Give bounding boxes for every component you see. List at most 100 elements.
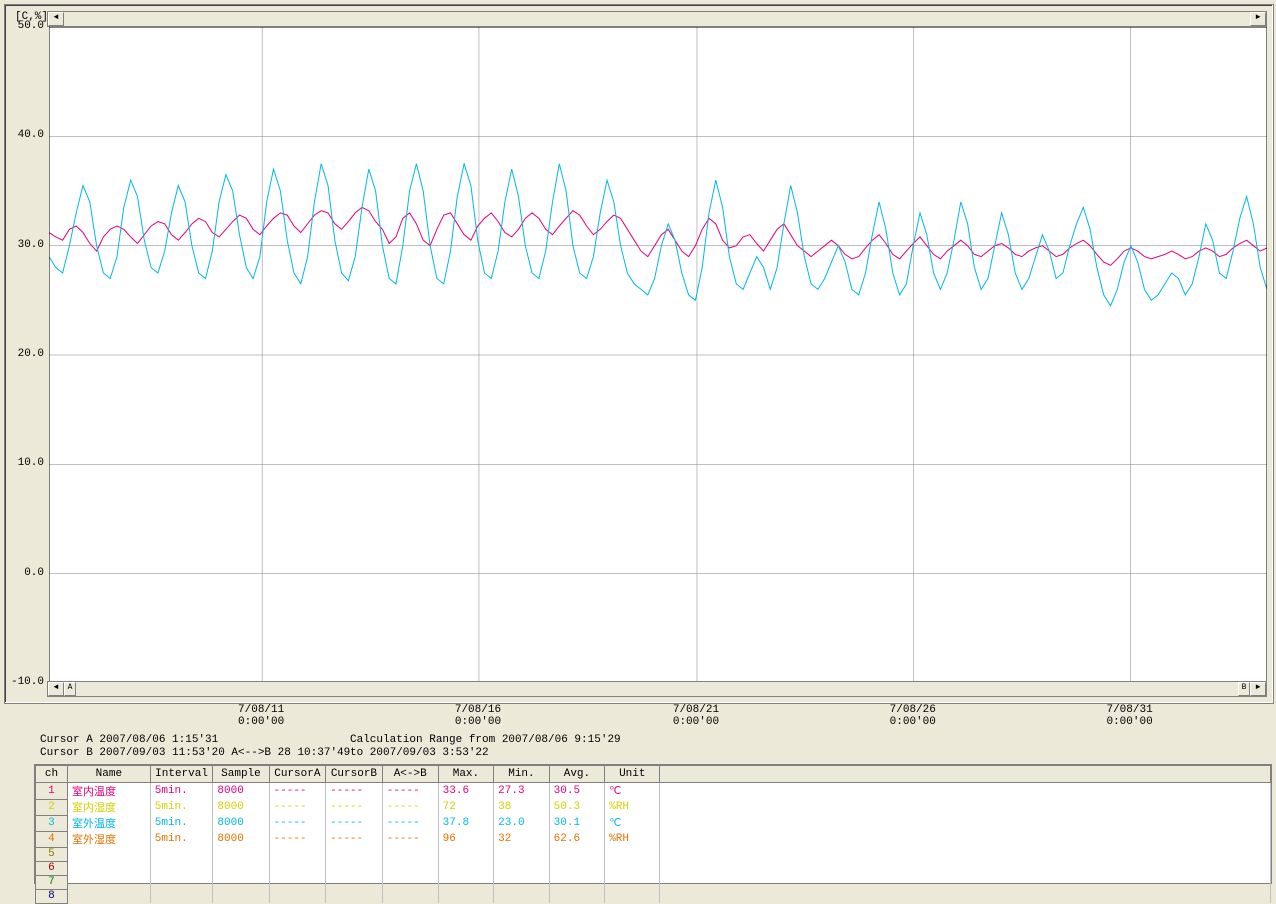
cursor-b-marker[interactable]: B <box>1238 682 1250 696</box>
cell-avg: 50.3 <box>549 799 605 815</box>
cell-ab <box>382 847 438 861</box>
scroll-right-icon[interactable]: ► <box>1250 12 1266 26</box>
cell-ca: ----- <box>269 815 326 831</box>
table-row[interactable]: 4室外湿度5min.8000---------------963262.6%RH <box>36 831 1271 847</box>
scroll-left-icon[interactable]: ◄ <box>48 12 64 26</box>
cell-ca <box>269 847 326 861</box>
cell-avg: 30.1 <box>549 815 605 831</box>
cell-max: 33.6 <box>438 783 494 800</box>
col-header[interactable]: CursorB <box>326 766 383 783</box>
table-row[interactable]: 2室内湿度5min.8000---------------723850.3%RH <box>36 799 1271 815</box>
cell-interval <box>150 847 213 861</box>
cell-max: 96 <box>438 831 494 847</box>
cell-avg <box>549 875 605 889</box>
cell-spacer <box>660 799 1271 815</box>
cell-cb <box>326 861 383 875</box>
cell-interval: 5min. <box>150 831 213 847</box>
cell-ca <box>269 875 326 889</box>
cell-min: 23.0 <box>494 815 550 831</box>
cell-ab <box>382 861 438 875</box>
cell-name: 室内湿度 <box>67 799 150 815</box>
cell-unit <box>605 889 660 903</box>
ch-cell: 3 <box>36 815 68 831</box>
scrollbar-bottom[interactable]: ◄ A B ► <box>47 681 1267 697</box>
cell-unit: %RH <box>605 799 660 815</box>
ch-cell: 4 <box>36 831 68 847</box>
cell-min: 32 <box>494 831 550 847</box>
scrollbar-top[interactable]: ◄ ► <box>47 11 1267 27</box>
col-header[interactable]: Interval <box>150 766 213 783</box>
cell-interval: 5min. <box>150 799 213 815</box>
cell-min <box>494 889 550 903</box>
table-row[interactable]: 6 <box>36 861 1271 875</box>
cell-spacer <box>660 875 1271 889</box>
cell-spacer <box>660 889 1271 903</box>
y-tick-label: 50.0 <box>4 20 44 32</box>
table-row[interactable]: 1室内温度5min.8000---------------33.627.330.… <box>36 783 1271 800</box>
col-header[interactable]: ch <box>36 766 68 783</box>
cell-spacer <box>660 861 1271 875</box>
cell-max <box>438 889 494 903</box>
y-tick-label: 40.0 <box>4 129 44 141</box>
ch-cell: 8 <box>36 889 68 903</box>
cell-cb: ----- <box>326 799 383 815</box>
col-header[interactable]: A<->B <box>382 766 438 783</box>
cell-cb <box>326 847 383 861</box>
cell-sample <box>213 861 269 875</box>
calc-line1: Calculation Range from 2007/08/06 9:15'2… <box>350 734 621 747</box>
col-header[interactable]: Sample <box>213 766 269 783</box>
ch-cell: 7 <box>36 875 68 889</box>
cell-spacer <box>660 847 1271 861</box>
ch-cell: 2 <box>36 799 68 815</box>
cell-max <box>438 875 494 889</box>
cell-unit <box>605 875 660 889</box>
cell-name <box>67 847 150 861</box>
cell-min <box>494 861 550 875</box>
ch-cell: 1 <box>36 783 68 800</box>
cell-avg <box>549 847 605 861</box>
cell-sample: 8000 <box>213 799 269 815</box>
cell-cb: ----- <box>326 783 383 800</box>
scroll-left-icon[interactable]: ◄ <box>48 682 64 696</box>
y-tick-label: 30.0 <box>4 239 44 251</box>
cell-name: 室外温度 <box>67 815 150 831</box>
scroll-right-icon[interactable]: ► <box>1250 682 1266 696</box>
col-header[interactable]: Min. <box>494 766 550 783</box>
cell-sample: 8000 <box>213 783 269 800</box>
cursor-b-text: Cursor B 2007/09/03 11:53'20 A<-->B 28 1… <box>40 747 350 760</box>
table-row[interactable]: 8 <box>36 889 1271 903</box>
cell-avg <box>549 889 605 903</box>
cell-avg <box>549 861 605 875</box>
cell-spacer <box>660 783 1271 800</box>
cell-interval <box>150 875 213 889</box>
cell-sample: 8000 <box>213 831 269 847</box>
cell-name: 室内温度 <box>67 783 150 800</box>
x-tick-label: 7/08/260:00'00 <box>863 704 963 728</box>
col-header[interactable]: Avg. <box>549 766 605 783</box>
cell-ab: ----- <box>382 783 438 800</box>
cursor-a-marker[interactable]: A <box>64 682 76 696</box>
col-header[interactable]: Name <box>67 766 150 783</box>
x-tick-label: 7/08/310:00'00 <box>1080 704 1180 728</box>
cursor-info: Cursor A 2007/08/06 1:15'31 Cursor B 200… <box>40 734 350 760</box>
col-header[interactable]: Unit <box>605 766 660 783</box>
col-header[interactable]: CursorA <box>269 766 326 783</box>
cell-spacer <box>660 831 1271 847</box>
cell-sample <box>213 889 269 903</box>
col-header[interactable]: Max. <box>438 766 494 783</box>
channel-table: chNameIntervalSampleCursorACursorBA<->BM… <box>35 765 1271 904</box>
cell-cb <box>326 875 383 889</box>
cell-sample <box>213 875 269 889</box>
calc-line2: to 2007/09/03 3:53'22 <box>350 747 621 760</box>
cell-min <box>494 875 550 889</box>
table-row[interactable]: 3室外温度5min.8000---------------37.823.030.… <box>36 815 1271 831</box>
cell-ab: ----- <box>382 799 438 815</box>
cell-ab <box>382 875 438 889</box>
cell-ca: ----- <box>269 799 326 815</box>
table-row[interactable]: 7 <box>36 875 1271 889</box>
cell-unit: %RH <box>605 831 660 847</box>
chart-frame: ◄ ► [C,%] ◄ A B ► <box>4 4 1274 704</box>
chart-plot <box>49 27 1267 683</box>
table-row[interactable]: 5 <box>36 847 1271 861</box>
cell-spacer <box>660 815 1271 831</box>
